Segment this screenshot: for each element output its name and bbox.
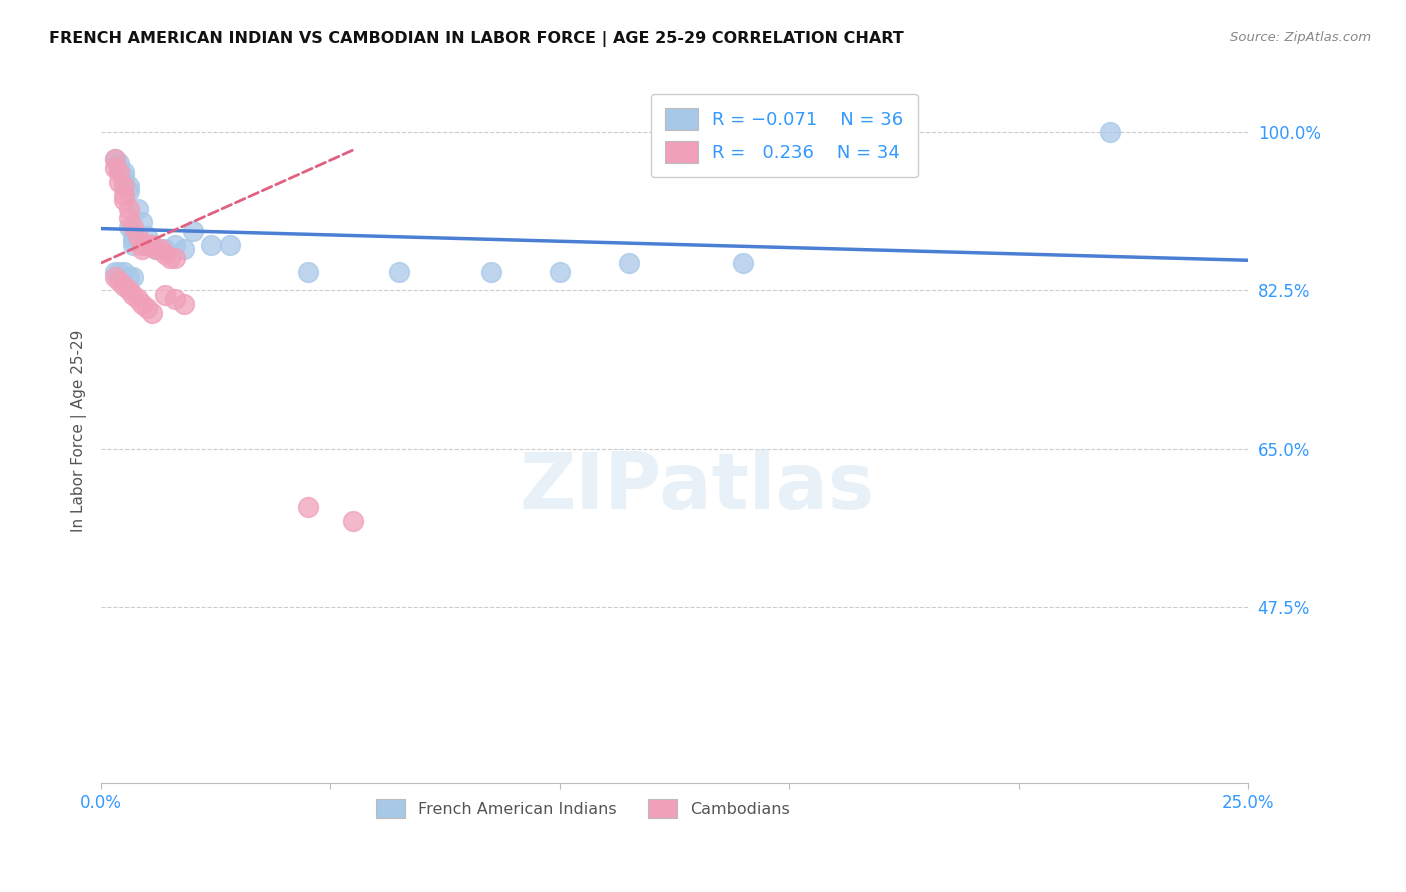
Point xyxy=(104,265,127,279)
Point xyxy=(112,174,135,188)
Point xyxy=(112,179,135,194)
Point xyxy=(122,228,145,243)
Y-axis label: In Labor Force | Age 25-29: In Labor Force | Age 25-29 xyxy=(72,329,87,532)
Point xyxy=(159,252,181,266)
Legend: French American Indians, Cambodians: French American Indians, Cambodians xyxy=(370,793,796,825)
Point xyxy=(118,202,141,216)
Point xyxy=(297,265,319,279)
Point xyxy=(112,193,135,207)
Point xyxy=(108,161,131,175)
Point xyxy=(108,156,131,170)
Point xyxy=(181,224,204,238)
Point xyxy=(112,188,135,202)
Point xyxy=(617,256,640,270)
Text: FRENCH AMERICAN INDIAN VS CAMBODIAN IN LABOR FORCE | AGE 25-29 CORRELATION CHART: FRENCH AMERICAN INDIAN VS CAMBODIAN IN L… xyxy=(49,31,904,47)
Point xyxy=(122,287,145,301)
Point xyxy=(479,265,502,279)
Point xyxy=(173,296,195,310)
Point xyxy=(342,514,364,528)
Point xyxy=(131,215,153,229)
Text: ZIPatlas: ZIPatlas xyxy=(520,449,875,524)
Point xyxy=(218,238,240,252)
Point xyxy=(118,179,141,194)
Point xyxy=(149,243,172,257)
Point xyxy=(122,219,145,234)
Point xyxy=(131,238,153,252)
Point xyxy=(388,265,411,279)
Point xyxy=(108,174,131,188)
Point xyxy=(122,238,145,252)
Point xyxy=(118,269,141,284)
Point xyxy=(1099,125,1122,139)
Point xyxy=(104,152,127,166)
Point xyxy=(112,169,135,184)
Point xyxy=(163,238,186,252)
Point xyxy=(297,500,319,515)
Point xyxy=(136,238,159,252)
Point xyxy=(122,269,145,284)
Point xyxy=(112,165,135,179)
Point xyxy=(118,184,141,198)
Point xyxy=(136,301,159,316)
Point xyxy=(200,238,222,252)
Point xyxy=(122,233,145,247)
Point xyxy=(127,228,149,243)
Point xyxy=(163,292,186,306)
Point xyxy=(145,243,167,257)
Point xyxy=(155,287,177,301)
Point xyxy=(104,152,127,166)
Point xyxy=(733,256,755,270)
Point xyxy=(173,243,195,257)
Point xyxy=(131,243,153,257)
Point xyxy=(155,247,177,261)
Point xyxy=(548,265,571,279)
Point xyxy=(136,238,159,252)
Point xyxy=(108,165,131,179)
Point xyxy=(141,238,163,252)
Point xyxy=(104,161,127,175)
Point xyxy=(145,243,167,257)
Point xyxy=(118,219,141,234)
Point xyxy=(136,228,159,243)
Point xyxy=(118,283,141,297)
Point xyxy=(163,252,186,266)
Point xyxy=(141,306,163,320)
Point xyxy=(127,292,149,306)
Point xyxy=(131,296,153,310)
Point xyxy=(108,265,131,279)
Point xyxy=(104,269,127,284)
Point xyxy=(155,243,177,257)
Point xyxy=(118,211,141,225)
Point xyxy=(141,238,163,252)
Point xyxy=(108,274,131,288)
Text: Source: ZipAtlas.com: Source: ZipAtlas.com xyxy=(1230,31,1371,45)
Point xyxy=(112,265,135,279)
Point xyxy=(127,202,149,216)
Point xyxy=(112,278,135,293)
